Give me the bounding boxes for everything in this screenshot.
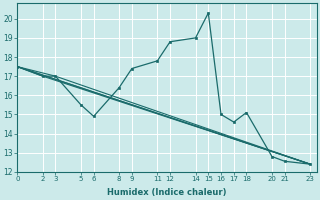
X-axis label: Humidex (Indice chaleur): Humidex (Indice chaleur) <box>107 188 227 197</box>
